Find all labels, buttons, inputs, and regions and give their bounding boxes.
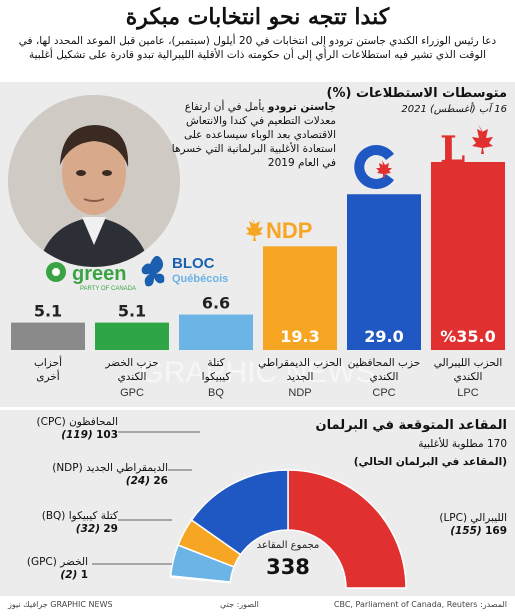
bar-lpc (431, 162, 505, 350)
bq-seat-name: كتلة كيبيكوا (68, 510, 118, 522)
bq-seat-value: 29 (103, 523, 118, 535)
seat-legend-ndp: الديمقراطي الجديد (NDP) 26 (24) (8, 462, 168, 488)
maple-leaf-icon (376, 160, 392, 178)
seat-arc-lpc (287, 469, 407, 589)
ndp-seat-value: 26 (153, 475, 168, 487)
polls-date: 16 آب (أغسطس) 2021 (401, 104, 507, 115)
bar-category-name: الكندي (454, 371, 483, 383)
cpc-seat-current: (119) (61, 429, 93, 441)
seat-leader-lines (92, 431, 200, 565)
bloc-logo: BLOC Québécois (141, 255, 228, 287)
bars-layer: %35.0 الحزب الليبرالي الكندي LPC 29.0 حزب الم… (11, 162, 505, 399)
bar-value-label: 6.6 (202, 294, 230, 313)
bar-category-code: LPC (457, 387, 478, 399)
green-logo-text: green (72, 263, 126, 285)
bar-category-code: CPC (372, 387, 395, 399)
seat-arcs (169, 469, 407, 589)
cpc-seat-value: 103 (96, 429, 118, 441)
maple-leaf-icon (246, 218, 263, 241)
total-seats-value: 338 (266, 555, 310, 579)
bar-category-name: الكندي (370, 371, 399, 383)
bar-category-code: BQ (208, 387, 224, 399)
bar-category-name: الكندي (118, 371, 147, 383)
ndp-seat-name: الديمقراطي الجديد (86, 462, 168, 474)
seat-arc-gpc (169, 575, 232, 584)
page-title: كندا تتجه نحو انتخابات مبكرة (125, 4, 390, 30)
bar-bq (179, 314, 253, 350)
bar-others (11, 322, 85, 350)
bar-category-name: الجديد (287, 371, 314, 383)
lpc-seat-value: 169 (485, 525, 507, 537)
bloc-logo-text: BLOC (172, 255, 215, 272)
bar-ndp (263, 246, 337, 350)
trudeau-quote: جاستن ترودو يأمل في أن ارتفاع معدلات الت… (170, 100, 336, 170)
ndp-seat-code: (NDP) (52, 462, 83, 474)
green-flower-center (52, 268, 60, 276)
bloc-fleur-icon (141, 255, 165, 287)
bq-seat-current: (32) (75, 523, 101, 535)
bar-cpc (347, 194, 421, 350)
lpc-seat-name: الليبرالي (470, 512, 507, 524)
green-logo-subtext: PARTY OF CANADA (80, 286, 136, 292)
green-logo: green PARTY OF CANADA (46, 262, 136, 292)
seats-semicircle-chart: مجموع المقاعد 338 (92, 431, 407, 589)
cpc-logo (354, 145, 394, 189)
bar-value-label: %35.0 (440, 327, 496, 346)
bq-seat-code: (BQ) (41, 510, 66, 522)
ndp-logo: NDP (246, 218, 312, 243)
bar-category-name: كتلة (207, 357, 224, 369)
cpc-seat-code: (CPC) (36, 416, 66, 428)
bar-category-code: GPC (120, 387, 144, 399)
seat-legend-cpc: المحافظون (CPC) 103 (119) (8, 416, 119, 442)
seat-legend-gpc: الخضر (GPC) 1 (2) (8, 556, 88, 582)
footer-source: المصدر: CBC, Parliament of Canada, Reute… (333, 600, 507, 609)
lpc-seat-code: (LPC) (439, 512, 468, 524)
footer-photo-credit: الصور: جتي (220, 600, 259, 609)
polls-bar-chart: GRAPHIC NEWS L NDP BLOC Québécois green … (11, 124, 505, 399)
seat-legend-bq: كتلة كيبيكوا (BQ) 29 (32) (8, 510, 118, 536)
portrait-illustration (8, 95, 180, 267)
gpc-seat-name: الخضر (60, 556, 88, 568)
seat-legend-lpc: الليبرالي (LPC) 169 (155) (407, 512, 507, 538)
footer-credit: جرافيك نيوز GRAPHIC NEWS (8, 600, 113, 609)
bar-category-name: كيبيكوا (202, 371, 231, 383)
bar-category-code: NDP (288, 387, 311, 399)
bar-value-label: 5.1 (34, 302, 62, 321)
bar-category-name: حزب الخضر (104, 357, 158, 369)
seats-section-title: المقاعد المتوقعة في البرلمان (315, 418, 507, 433)
bar-category-name: الحزب الليبرالي (434, 357, 503, 369)
bar-value-label: 19.3 (280, 327, 319, 346)
lpc-seat-current: (155) (450, 525, 482, 537)
gpc-seat-current: (2) (60, 569, 78, 581)
ndp-seat-current: (24) (125, 475, 151, 487)
total-seats-label: مجموع المقاعد (257, 540, 320, 551)
gpc-seat-value: 1 (80, 569, 88, 581)
bloc-logo-subtext: Québécois (172, 273, 228, 285)
footer: المصدر: CBC, Parliament of Canada, Reute… (0, 598, 515, 616)
page-subtitle: دعا رئيس الوزراء الكندي جاستن ترودو إلى … (18, 35, 497, 61)
bar-gpc (95, 322, 169, 350)
bar-category-name: أحزاب (34, 355, 62, 369)
cpc-seat-name: المحافظون (69, 416, 118, 428)
polls-section-title: متوسطات الاستطلاعات (%) (326, 86, 507, 101)
trudeau-photo (8, 95, 180, 267)
quote-text: يأمل في أن ارتفاع معدلات التطعيم في كندا… (171, 101, 336, 169)
bar-value-label: 29.0 (364, 327, 403, 346)
ndp-logo-text: NDP (266, 218, 312, 243)
quote-name: جاستن ترودو (267, 101, 336, 113)
bar-value-label: 5.1 (118, 302, 146, 321)
bar-category-name: حزب المحافظين (348, 357, 420, 369)
current-seats-note: (المقاعد في البرلمان الحالي) (353, 456, 507, 468)
bar-category-name: أخرى (36, 369, 60, 383)
gpc-seat-code: (GPC) (26, 556, 57, 568)
maple-leaf-icon (472, 124, 493, 154)
bar-category-name: الحزب الديمقراطي (258, 357, 342, 369)
majority-note: 170 مطلوبة للأغلبية (418, 438, 507, 450)
watermark: GRAPHIC NEWS (140, 356, 375, 389)
